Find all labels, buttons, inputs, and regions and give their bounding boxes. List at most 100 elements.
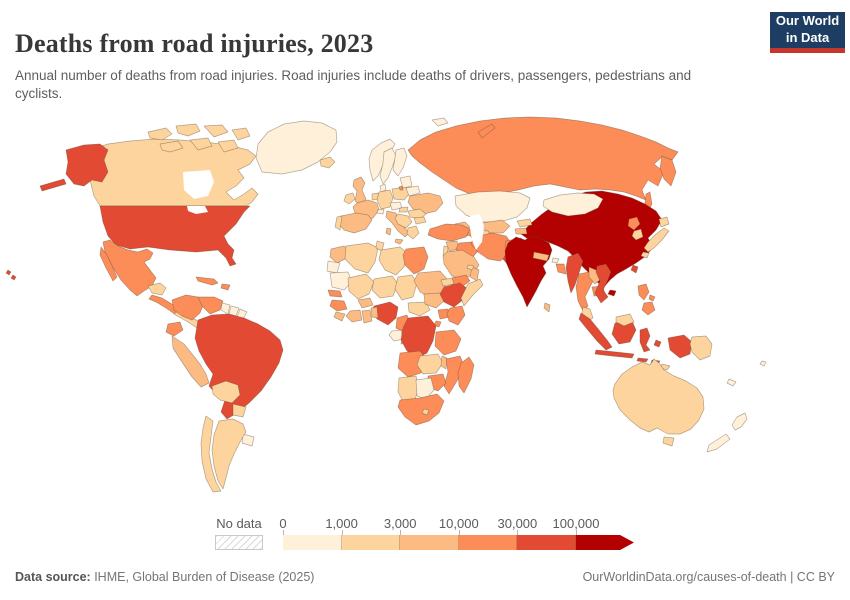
country-russia-novaya-zemlya[interactable] xyxy=(477,123,496,139)
country-greece[interactable] xyxy=(406,225,420,240)
country-canada-island-3[interactable] xyxy=(203,124,229,138)
country-russia-kaliningrad[interactable] xyxy=(398,185,404,191)
country-svalbard[interactable] xyxy=(431,117,449,127)
country-madagascar[interactable] xyxy=(457,356,475,394)
country-mozambique[interactable] xyxy=(443,355,465,395)
country-serbia[interactable] xyxy=(394,213,413,229)
country-china-hainan[interactable] xyxy=(607,289,617,297)
country-brazil[interactable] xyxy=(194,313,284,420)
country-tanzania[interactable] xyxy=(434,329,462,356)
country-egypt[interactable] xyxy=(402,246,429,275)
country-united-states-hawaii[interactable] xyxy=(5,269,12,276)
country-gabon[interactable] xyxy=(388,329,404,342)
country-north-korea[interactable] xyxy=(627,216,641,231)
country-indonesia-sumatra[interactable] xyxy=(578,312,613,351)
country-indonesia-papua[interactable] xyxy=(667,334,693,359)
country-mexico-baja[interactable] xyxy=(99,246,118,282)
country-paraguay[interactable] xyxy=(232,403,247,418)
country-sierra-leone[interactable] xyxy=(333,311,346,322)
country-malaysia-borneo[interactable] xyxy=(615,313,635,327)
country-lesotho[interactable] xyxy=(421,408,430,416)
country-central-african-republic[interactable] xyxy=(407,301,431,317)
country-hungary[interactable] xyxy=(398,206,409,213)
country-ukraine[interactable] xyxy=(407,192,444,215)
country-zambia[interactable] xyxy=(416,353,444,375)
country-italy-sardinia[interactable] xyxy=(385,227,392,236)
country-philippines-visayas[interactable] xyxy=(648,294,656,302)
country-iceland[interactable] xyxy=(319,156,336,169)
country-canada-island-2[interactable] xyxy=(175,123,201,137)
country-mongolia[interactable] xyxy=(542,192,604,217)
country-canada-island-6[interactable] xyxy=(189,137,213,151)
country-mexico[interactable] xyxy=(102,239,157,297)
country-greenland[interactable] xyxy=(255,120,338,175)
country-niger[interactable] xyxy=(371,275,399,299)
country-nepal[interactable] xyxy=(532,251,550,262)
country-ethiopia[interactable] xyxy=(439,282,469,308)
country-uruguay[interactable] xyxy=(241,433,255,447)
country-south-sudan[interactable] xyxy=(423,292,445,309)
country-colombia[interactable] xyxy=(171,294,205,321)
country-ghana[interactable] xyxy=(361,309,373,324)
country-indonesia-sulawesi[interactable] xyxy=(639,327,651,353)
country-new-zealand-north[interactable] xyxy=(731,412,748,431)
country-venezuela[interactable] xyxy=(197,296,224,315)
legend-bin-4[interactable] xyxy=(517,535,576,550)
country-chile[interactable] xyxy=(200,415,222,493)
legend-bin-0[interactable] xyxy=(283,535,342,550)
country-tajikistan[interactable] xyxy=(514,227,528,235)
country-south-korea[interactable] xyxy=(631,228,644,241)
country-germany[interactable] xyxy=(376,189,394,210)
country-japan-hokkaido[interactable] xyxy=(658,216,670,228)
country-sweden[interactable] xyxy=(379,147,397,185)
country-portugal[interactable] xyxy=(334,215,343,231)
country-canada-island-4[interactable] xyxy=(231,127,251,141)
country-australia[interactable] xyxy=(612,358,705,435)
country-indonesia-java[interactable] xyxy=(594,349,635,359)
country-argentina[interactable] xyxy=(211,418,247,490)
country-switzerland[interactable] xyxy=(376,208,385,215)
country-philippines-luzon[interactable] xyxy=(637,283,650,301)
country-united-states-hawaii-2[interactable] xyxy=(10,274,17,281)
country-bulgaria[interactable] xyxy=(413,216,427,225)
country-guatemala[interactable] xyxy=(147,282,167,296)
country-bangladesh[interactable] xyxy=(555,263,567,275)
country-russia-kamchatka[interactable] xyxy=(659,155,677,187)
country-vietnam[interactable] xyxy=(594,263,612,304)
country-spain[interactable] xyxy=(337,212,373,234)
country-fiji[interactable] xyxy=(759,360,767,367)
country-myanmar[interactable] xyxy=(565,252,584,294)
country-eritrea[interactable] xyxy=(440,277,455,287)
country-senegal[interactable] xyxy=(327,289,343,298)
country-south-africa[interactable] xyxy=(397,393,445,426)
country-uae[interactable] xyxy=(466,264,475,271)
country-united-states[interactable] xyxy=(99,205,251,267)
country-finland[interactable] xyxy=(392,147,408,177)
legend-bin-2[interactable] xyxy=(400,535,459,550)
legend-bin-3[interactable] xyxy=(458,535,518,550)
country-taiwan[interactable] xyxy=(630,264,639,274)
country-ivory-coast[interactable] xyxy=(345,309,363,323)
country-kyrgyzstan[interactable] xyxy=(516,218,533,228)
country-indonesia-lesser-sunda[interactable] xyxy=(636,357,649,363)
country-japan-honshu[interactable] xyxy=(643,227,670,253)
country-dominican-republic[interactable] xyxy=(220,283,231,291)
legend-bin-1[interactable] xyxy=(341,535,401,550)
country-libya[interactable] xyxy=(378,246,408,276)
legend-bin-5[interactable] xyxy=(575,535,634,550)
country-algeria[interactable] xyxy=(344,242,379,274)
country-italy-sicily[interactable] xyxy=(394,238,404,245)
country-united-states-alaska[interactable] xyxy=(65,143,109,187)
country-saudi-arabia[interactable] xyxy=(442,249,480,281)
country-canada-island-7[interactable] xyxy=(217,139,239,153)
country-united-states-aleutians[interactable] xyxy=(39,178,67,192)
country-new-zealand-south[interactable] xyxy=(706,433,731,453)
country-botswana[interactable] xyxy=(415,377,435,400)
country-romania[interactable] xyxy=(407,208,427,220)
country-ecuador[interactable] xyxy=(165,321,184,337)
country-bolivia[interactable] xyxy=(211,380,241,404)
country-laos[interactable] xyxy=(588,266,602,285)
country-baltic-states[interactable] xyxy=(399,175,413,189)
footer-link[interactable]: OurWorldinData.org/causes-of-death | CC … xyxy=(582,570,835,584)
country-mali[interactable] xyxy=(347,273,375,300)
